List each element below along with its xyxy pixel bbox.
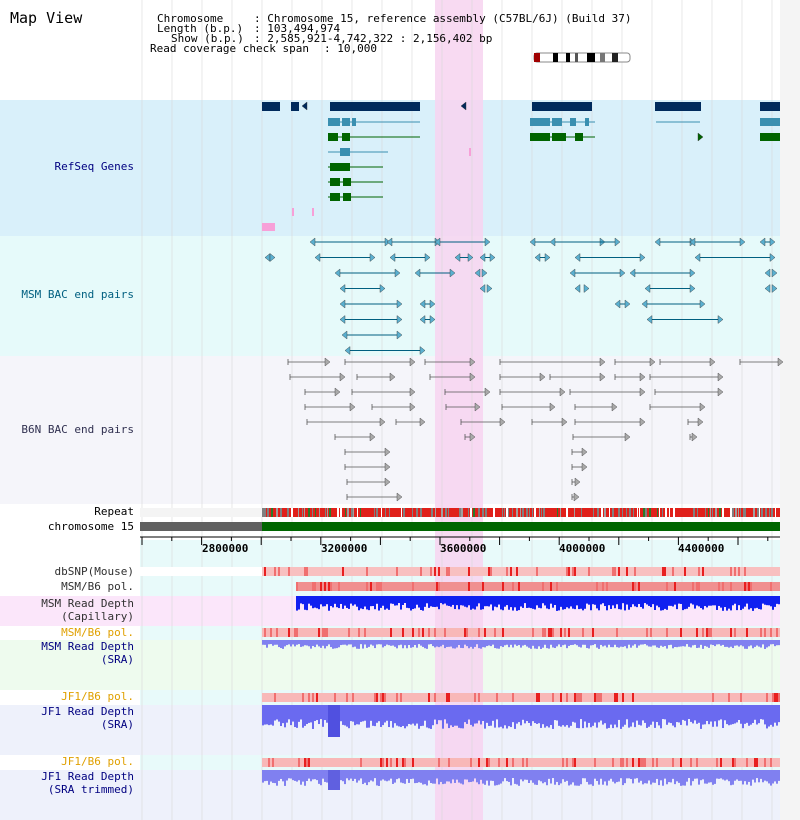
- track-label-refseq[interactable]: RefSeq Genes: [54, 160, 134, 173]
- track-label-msm-b6-pol-1[interactable]: MSM/B6 pol.: [61, 580, 134, 593]
- chromosome-bar[interactable]: [262, 522, 780, 531]
- track-label-chromosome[interactable]: chromosome 15: [47, 520, 134, 533]
- track-label-jf1-depth-trim-sub: (SRA trimmed): [47, 783, 134, 796]
- track-label-msm-depth-sra[interactable]: MSM Read Depth: [41, 640, 134, 653]
- track-label-msm-depth-sra-sub: (SRA): [100, 653, 134, 666]
- track-label-jf1-depth-sra[interactable]: JF1 Read Depth: [41, 705, 134, 718]
- coverage-value: 10,000: [337, 42, 377, 55]
- coverage-label: Read coverage check span: [150, 42, 309, 55]
- track-features: [262, 101, 784, 502]
- page-title: Map View: [10, 9, 83, 27]
- track-label-jf1-depth-trim[interactable]: JF1 Read Depth: [41, 770, 134, 783]
- track-label-b6n-bac[interactable]: B6N BAC end pairs: [21, 423, 134, 436]
- chromosome-label: Chromosome: [157, 12, 224, 25]
- chromosome-ideogram[interactable]: [533, 52, 631, 63]
- track-label-msm-depth-cap[interactable]: MSM Read Depth: [41, 597, 134, 610]
- chromosome-value: Chromosome 15, reference assembly (C57BL…: [267, 12, 632, 25]
- position-axis: [140, 536, 780, 545]
- repeat-track: [140, 508, 780, 517]
- track-label-repeat[interactable]: Repeat: [94, 505, 134, 518]
- track-label-msm-bac[interactable]: MSM BAC end pairs: [21, 288, 134, 301]
- axis-tick-label: 4000000: [559, 542, 606, 555]
- lower-tracks: [140, 567, 780, 790]
- axis-tick-label: 2800000: [202, 542, 249, 555]
- show-value: 2,585,921-4,742,322 : 2,156,402 bp: [267, 32, 493, 45]
- track-label-msm-depth-cap-sub: (Capillary): [61, 610, 134, 623]
- axis-tick-label: 3200000: [321, 542, 368, 555]
- track-label-jf1-b6-pol-1[interactable]: JF1/B6 pol.: [61, 690, 134, 703]
- length-label: Length (b.p.): [157, 22, 244, 35]
- show-label: Show (b.p.): [171, 32, 244, 45]
- axis-tick-label: 4400000: [678, 542, 725, 555]
- axis-tick-label: 3600000: [440, 542, 487, 555]
- length-value: 103,494,974: [267, 22, 341, 35]
- track-label-jf1-b6-pol-2[interactable]: JF1/B6 pol.: [61, 755, 134, 768]
- track-label-dbsnp[interactable]: dbSNP(Mouse): [54, 565, 134, 578]
- refseq-track-bg: [0, 100, 780, 236]
- track-label-jf1-depth-sra-sub: (SRA): [100, 718, 134, 731]
- msm-bac-track-bg: [0, 236, 780, 356]
- track-label-msm-b6-pol-2[interactable]: MSM/B6 pol.: [61, 626, 134, 639]
